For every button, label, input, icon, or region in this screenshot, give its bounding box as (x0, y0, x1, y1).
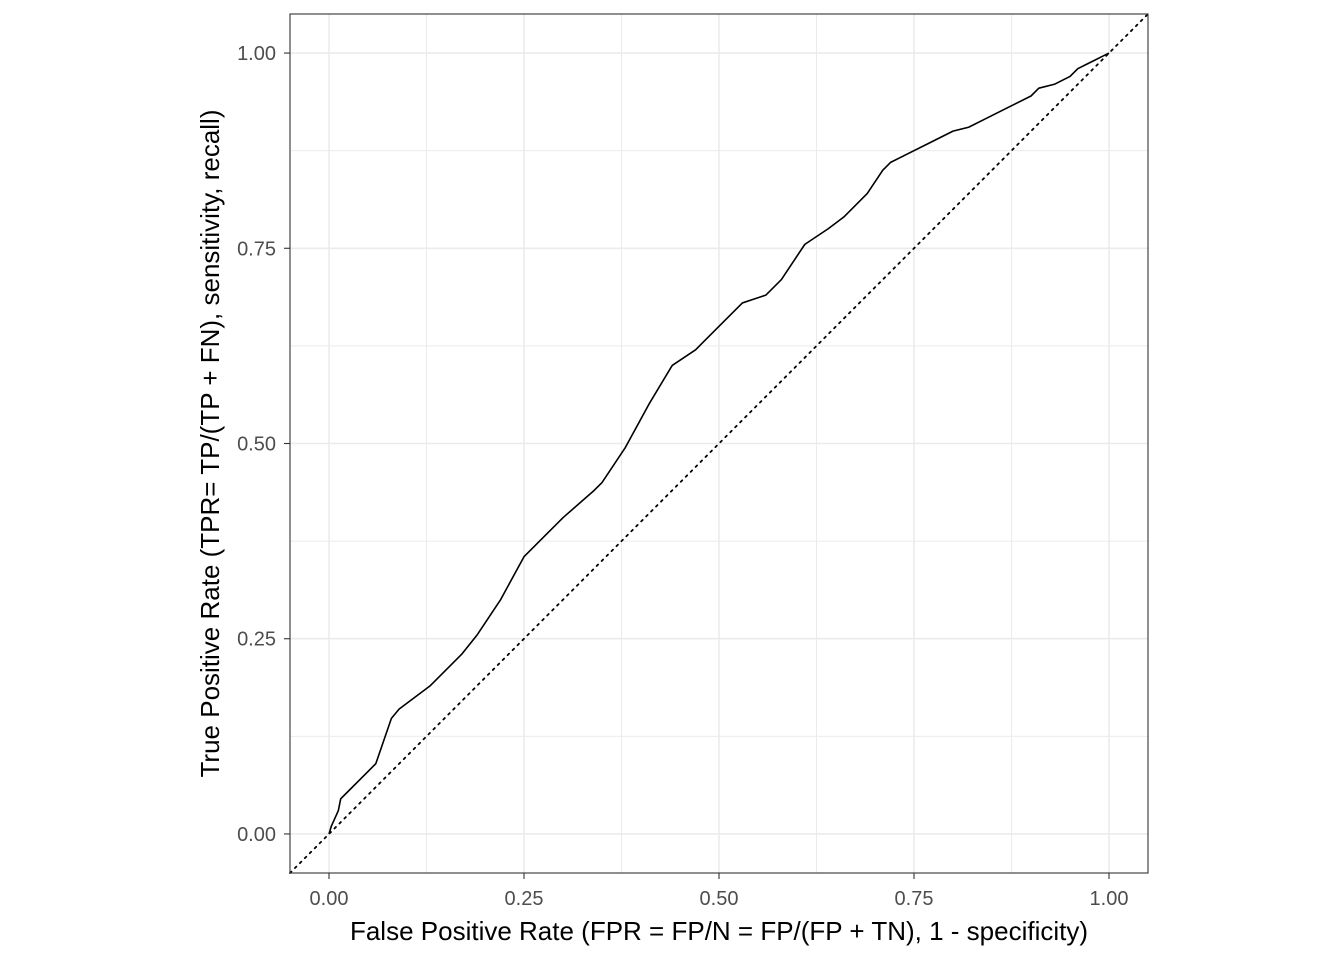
y-tick-label: 0.75 (237, 238, 276, 260)
x-tick-label: 1.00 (1090, 888, 1129, 910)
y-tick-label: 0.25 (237, 629, 276, 651)
diagonal-reference-line (289, 13, 1149, 874)
roc-curve-line (328, 52, 1110, 835)
x-tick-label: 0.50 (700, 888, 739, 910)
y-tick-label: 0.00 (237, 824, 276, 846)
series-layer (289, 13, 1149, 874)
y-axis-ticks: 0.00 0.25 0.50 0.75 1.00 (237, 43, 290, 846)
x-axis-ticks: 0.00 0.25 0.50 0.75 1.00 (310, 873, 1129, 910)
x-axis-title: False Positive Rate (FPR = FP/N = FP/(FP… (350, 916, 1088, 946)
x-tick-label: 0.75 (895, 888, 934, 910)
major-gridlines (290, 14, 1148, 873)
x-tick-label: 0.25 (505, 888, 544, 910)
y-tick-label: 0.50 (237, 434, 276, 456)
y-tick-label: 1.00 (237, 43, 276, 65)
y-axis-title: True Positive Rate (TPR= TP/(TP + FN), s… (195, 110, 225, 778)
x-tick-label: 0.00 (310, 888, 349, 910)
